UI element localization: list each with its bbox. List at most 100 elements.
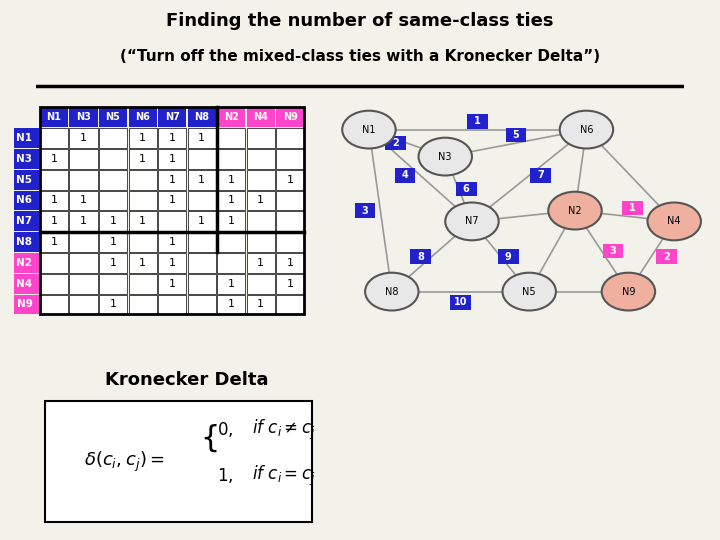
FancyBboxPatch shape [11,170,39,190]
FancyBboxPatch shape [11,149,39,168]
Text: N2: N2 [17,258,32,268]
FancyBboxPatch shape [276,170,304,190]
FancyBboxPatch shape [129,107,157,127]
Text: 1: 1 [109,237,117,247]
FancyBboxPatch shape [99,149,127,168]
Text: $0,$: $0,$ [217,420,234,439]
Text: 1: 1 [168,133,176,143]
FancyBboxPatch shape [70,295,98,314]
FancyBboxPatch shape [246,128,275,148]
Text: 9: 9 [505,252,512,261]
Text: N1: N1 [17,133,32,143]
FancyBboxPatch shape [217,295,245,314]
Circle shape [503,273,556,310]
Text: 1: 1 [257,258,264,268]
Text: N6: N6 [135,112,150,122]
Text: N5: N5 [17,174,32,185]
FancyBboxPatch shape [505,127,526,142]
FancyBboxPatch shape [276,232,304,252]
Text: N6: N6 [580,125,593,134]
FancyBboxPatch shape [129,232,157,252]
Text: N8: N8 [17,237,32,247]
FancyBboxPatch shape [129,128,157,148]
Text: 1: 1 [139,154,146,164]
Text: N3: N3 [17,154,32,164]
FancyBboxPatch shape [187,274,216,294]
Text: $if\ c_i \neq c_j$: $if\ c_i \neq c_j$ [252,417,315,442]
Text: 1: 1 [287,279,294,289]
Text: Finding the number of same-class ties: Finding the number of same-class ties [166,12,554,30]
FancyBboxPatch shape [70,107,98,127]
Circle shape [647,202,701,240]
FancyBboxPatch shape [246,253,275,273]
FancyBboxPatch shape [187,191,216,210]
Text: 1: 1 [168,237,176,247]
Text: 1: 1 [168,258,176,268]
FancyBboxPatch shape [99,295,127,314]
FancyBboxPatch shape [40,191,68,210]
Text: 6: 6 [463,184,469,194]
FancyBboxPatch shape [11,211,39,231]
Text: 5: 5 [513,130,519,140]
Text: 1: 1 [228,279,235,289]
FancyBboxPatch shape [40,295,68,314]
FancyBboxPatch shape [40,232,68,252]
FancyBboxPatch shape [450,295,471,309]
FancyBboxPatch shape [217,253,245,273]
FancyBboxPatch shape [410,249,431,264]
Circle shape [549,192,602,230]
FancyBboxPatch shape [11,274,39,294]
Text: N4: N4 [667,217,681,226]
Bar [40,107,305,127]
FancyBboxPatch shape [129,170,157,190]
FancyBboxPatch shape [246,149,275,168]
FancyBboxPatch shape [355,203,375,218]
FancyBboxPatch shape [129,253,157,273]
Text: 1: 1 [287,258,294,268]
FancyBboxPatch shape [217,128,245,148]
FancyBboxPatch shape [70,128,98,148]
FancyBboxPatch shape [276,253,304,273]
FancyBboxPatch shape [187,232,216,252]
Text: 8: 8 [417,252,424,261]
Text: N9: N9 [17,300,32,309]
FancyBboxPatch shape [467,114,488,129]
Text: 2: 2 [392,138,399,148]
Text: Kronecker Delta: Kronecker Delta [105,370,269,388]
FancyBboxPatch shape [70,170,98,190]
FancyBboxPatch shape [40,274,68,294]
Text: N5: N5 [523,287,536,296]
Text: 1: 1 [50,216,58,226]
Text: 1: 1 [228,300,235,309]
Text: 1: 1 [198,133,205,143]
Circle shape [342,111,396,148]
FancyBboxPatch shape [158,170,186,190]
Text: N1: N1 [362,125,376,134]
FancyBboxPatch shape [99,274,127,294]
FancyBboxPatch shape [276,191,304,210]
FancyBboxPatch shape [11,253,39,273]
FancyBboxPatch shape [158,191,186,210]
FancyBboxPatch shape [70,211,98,231]
Bar [40,107,305,314]
Text: 1: 1 [80,195,87,205]
FancyBboxPatch shape [70,232,98,252]
FancyBboxPatch shape [158,211,186,231]
FancyBboxPatch shape [11,128,39,148]
FancyBboxPatch shape [187,170,216,190]
Text: 1: 1 [139,258,146,268]
FancyBboxPatch shape [40,128,68,148]
FancyBboxPatch shape [622,201,642,215]
Text: N3: N3 [438,152,452,161]
Text: 1: 1 [109,216,117,226]
FancyBboxPatch shape [158,128,186,148]
Text: 1: 1 [287,174,294,185]
Text: 1: 1 [474,117,481,126]
FancyBboxPatch shape [158,295,186,314]
Circle shape [365,273,418,310]
FancyBboxPatch shape [246,191,275,210]
FancyBboxPatch shape [70,253,98,273]
FancyBboxPatch shape [217,232,245,252]
Text: $if\ c_i = c_j$: $if\ c_i = c_j$ [252,464,315,488]
FancyBboxPatch shape [158,253,186,273]
